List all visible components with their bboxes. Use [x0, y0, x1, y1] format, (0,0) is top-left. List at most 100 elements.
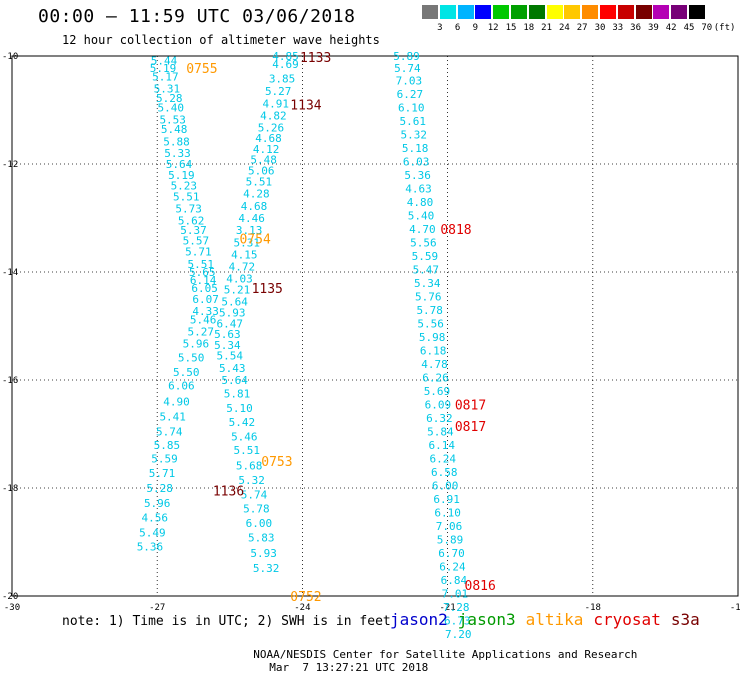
wave-height-value: 6.07 — [192, 293, 219, 306]
wave-height-value: 5.51 — [233, 444, 260, 457]
wave-height-value: 5.74 — [394, 62, 421, 75]
generated-timestamp: Mar 7 13:27:21 UTC 2018 — [269, 661, 429, 674]
x-tick-label: -18 — [585, 603, 601, 613]
wave-height-value: 5.33 — [164, 147, 191, 160]
colorbar-swatch — [546, 5, 563, 19]
colorbar-label: 33 — [612, 23, 624, 33]
wave-height-value: 4.91 — [263, 98, 290, 111]
wave-height-value: 5.78 — [243, 503, 270, 516]
wave-height-value: 7.20 — [445, 628, 472, 641]
satellite-legend: jason2 jason3 altika cryosat s3a — [390, 610, 710, 629]
wave-height-value: 5.32 — [400, 128, 427, 141]
wave-height-value: 5.63 — [214, 328, 241, 341]
pass-time-label: 0753 — [261, 455, 292, 470]
satellite-legend-s3a: s3a — [670, 610, 700, 629]
colorbar-label: 70 — [701, 23, 713, 33]
wave-height-value: 5.50 — [173, 366, 200, 379]
colorbar-label: 30 — [594, 23, 606, 33]
wave-height-value: 5.41 — [159, 411, 186, 424]
wave-height-value: 5.47 — [413, 263, 440, 276]
wave-height-value: 4.78 — [421, 358, 448, 371]
wave-height-value: 6.05 — [191, 282, 218, 295]
wave-height-value: 5.57 — [183, 235, 210, 248]
wave-height-value: 5.64 — [221, 374, 248, 387]
wave-height-value: 6.91 — [433, 493, 460, 506]
wave-height-value: 5.78 — [416, 304, 443, 317]
colorbar-label: 36 — [630, 23, 642, 33]
pass-time-label: 0816 — [465, 579, 496, 594]
wave-height-value: 4.69 — [272, 58, 299, 71]
plot-frame — [11, 55, 739, 597]
colorbar-label: 21 — [541, 23, 553, 33]
wave-height-value: 5.56 — [410, 236, 437, 249]
wave-height-value: 5.37 — [180, 224, 207, 237]
colorbar-label: 18 — [523, 23, 535, 33]
wave-height-value: 5.56 — [417, 317, 444, 330]
colorbar-swatch — [653, 5, 670, 19]
wave-height-value: 4.68 — [255, 132, 282, 145]
pass-time-label: 0817 — [455, 420, 486, 435]
colorbar-swatch — [689, 5, 705, 19]
wave-height-value: 5.19 — [150, 62, 177, 75]
wave-height-value: 5.54 — [217, 350, 244, 363]
wave-height-value: 5.89 — [393, 50, 420, 63]
colorbar-label: 9 — [472, 23, 479, 33]
pass-time-label: 1134 — [290, 99, 321, 114]
colorbar-swatch — [582, 5, 599, 19]
wave-height-value: 4.12 — [253, 143, 280, 156]
wave-height-value: 5.34 — [414, 277, 441, 290]
wave-height-value: 5.27 — [188, 325, 215, 338]
colorbar-label: 42 — [665, 23, 677, 33]
wave-height-value: 5.40 — [408, 209, 435, 222]
colorbar-swatch — [475, 5, 492, 19]
colorbar-swatch — [564, 5, 581, 19]
wave-height-value: 5.51 — [246, 175, 273, 188]
wave-height-value: 6.06 — [168, 379, 195, 392]
colorbar-label: 12 — [487, 23, 499, 33]
x-tick-label: -30 — [4, 603, 20, 613]
wave-height-value: 5.18 — [402, 142, 429, 155]
wave-height-value: 4.68 — [241, 200, 268, 213]
y-tick-label: -10 — [2, 52, 18, 62]
wave-height-value: 7.01 — [442, 587, 469, 600]
wave-height-value: 4.90 — [163, 396, 190, 409]
wave-height-value: 7.06 — [436, 520, 463, 533]
wave-height-value: 6.00 — [432, 479, 459, 492]
wave-height-value: 5.19 — [168, 169, 195, 182]
colorbar-swatch — [493, 5, 510, 19]
wave-height-value: 6.32 — [426, 412, 453, 425]
wave-height-value: 5.31 — [233, 236, 260, 249]
satellite-legend-cryosat: cryosat — [593, 610, 661, 629]
wave-height-value: 5.06 — [248, 164, 275, 177]
wave-height-value: 6.10 — [398, 101, 425, 114]
wave-height-value: 5.46 — [231, 431, 258, 444]
wave-height-value: 4.82 — [260, 109, 287, 122]
wave-height-value: 5.65 — [189, 266, 216, 279]
wave-height-value: 5.21 — [224, 283, 251, 296]
y-tick-label: -14 — [2, 268, 18, 278]
chart-subtitle: 12 hour collection of altimeter wave hei… — [62, 33, 380, 47]
wave-height-value: 5.93 — [250, 547, 277, 560]
wave-height-value: 5.69 — [424, 385, 451, 398]
wave-height-value: 6.70 — [438, 547, 465, 560]
x-tick-label: -15 — [730, 603, 740, 613]
wave-height-value: 5.96 — [183, 337, 210, 350]
colorbar-label: (ft) — [713, 23, 736, 33]
wave-height-value: 5.27 — [265, 85, 292, 98]
wave-height-value: 5.84 — [427, 425, 454, 438]
wave-height-value: 5.17 — [152, 71, 179, 84]
wave-height-value: 4.70 — [409, 223, 436, 236]
y-tick-label: -12 — [2, 160, 18, 170]
credit-line: NOAA/NESDIS Center for Satellite Applica… — [240, 635, 637, 674]
y-tick-label: -20 — [2, 592, 18, 602]
wave-height-value: 6.26 — [422, 371, 449, 384]
wave-height-value: 5.48 — [250, 154, 277, 167]
satellite-legend-jason3: jason3 — [457, 610, 516, 629]
x-tick-label: -21 — [439, 603, 455, 613]
footer-note: note: 1) Time is in UTC; 2) SWH is in fe… — [62, 614, 391, 629]
wave-height-value: 5.96 — [144, 497, 171, 510]
pass-time-label: 1135 — [252, 282, 283, 297]
wave-height-value: 4.85 — [272, 50, 299, 63]
wave-height-value: 5.50 — [178, 351, 205, 364]
wave-height-value: 7.03 — [396, 74, 423, 87]
